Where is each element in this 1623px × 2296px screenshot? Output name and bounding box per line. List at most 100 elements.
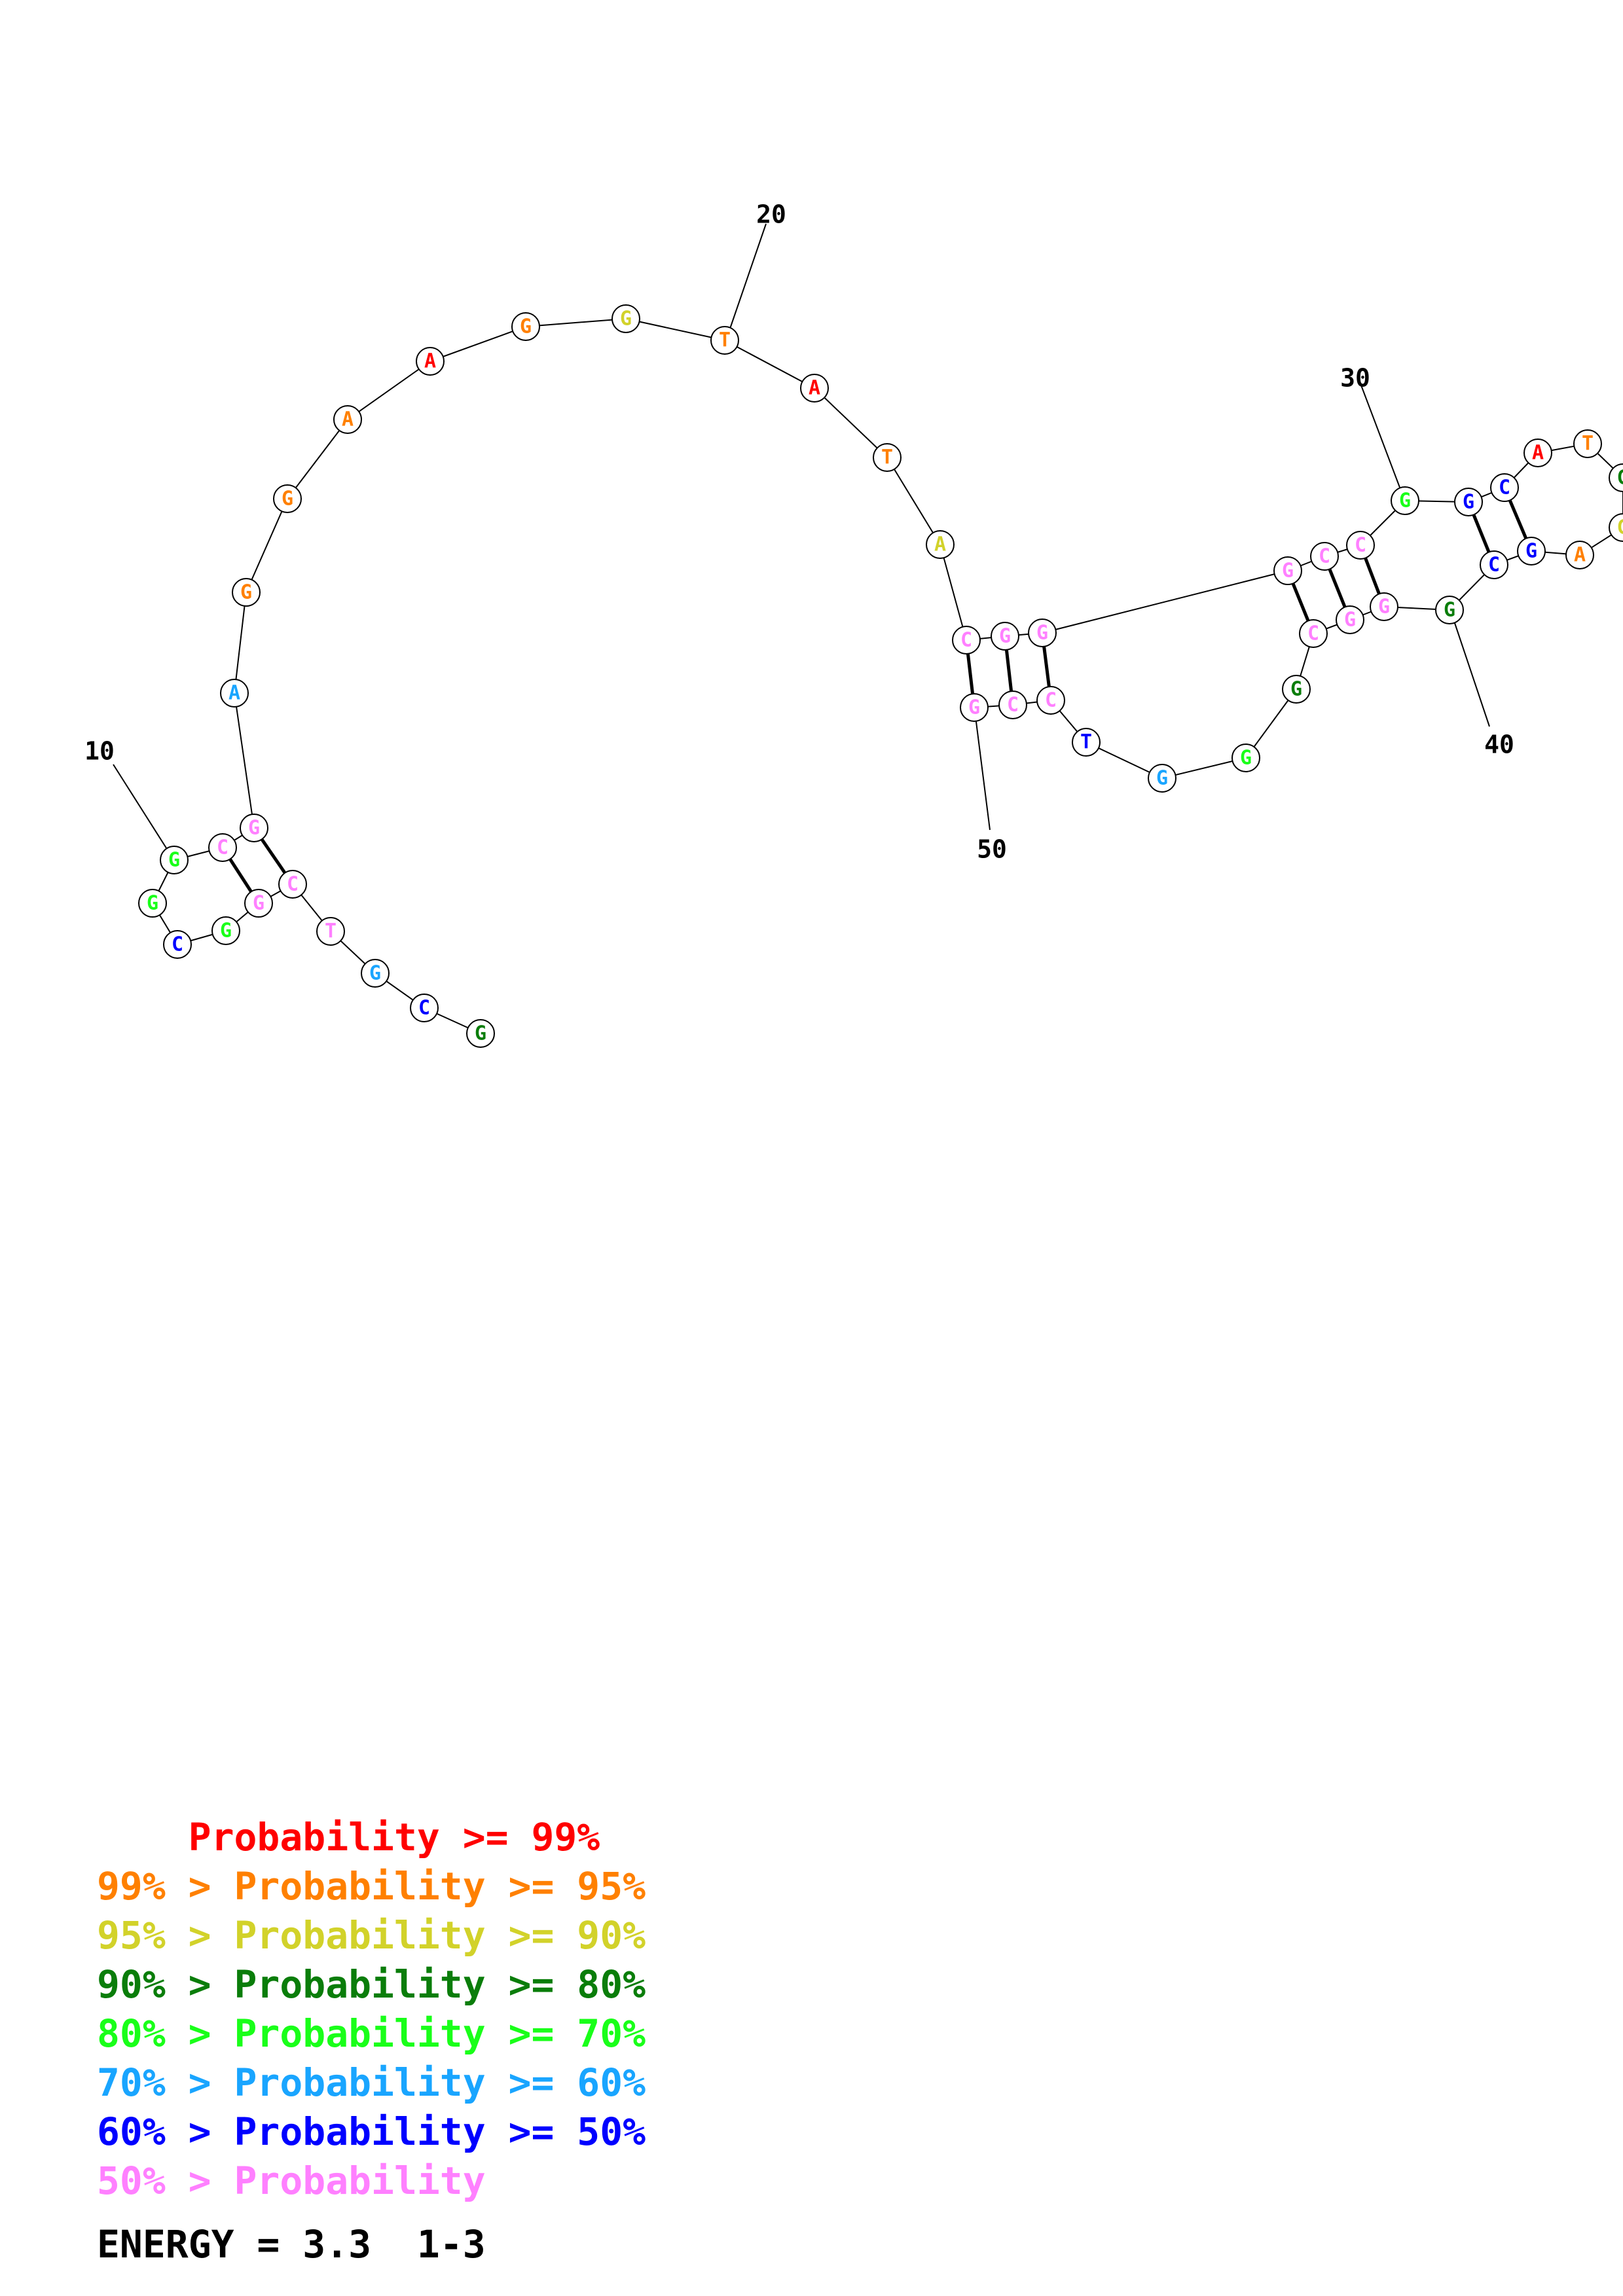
nucleotide: G xyxy=(1391,486,1419,515)
nucleotide-circle xyxy=(220,679,249,708)
nucleotide-circle xyxy=(926,530,955,559)
nucleotide: G xyxy=(1609,513,1623,542)
nucleotide-letter: G xyxy=(1525,540,1537,563)
nucleotide-circle xyxy=(211,916,240,945)
position-label: 40 xyxy=(1484,730,1514,759)
nucleotide: G xyxy=(1273,556,1302,585)
nucleotide: G xyxy=(1517,537,1546,565)
nucleotide-circle xyxy=(710,326,739,355)
nucleotide-letter: G xyxy=(1240,747,1252,770)
nucleotide-letter: C xyxy=(1499,476,1510,499)
nucleotide-circle xyxy=(1346,531,1375,560)
nucleotide-circle xyxy=(333,405,362,434)
nucleotide-circle xyxy=(511,312,540,341)
backbone-layer xyxy=(152,318,1623,1034)
nucleotide: C xyxy=(1310,542,1339,571)
nucleotide-circle xyxy=(1310,542,1339,571)
nucleotide-circle xyxy=(1231,744,1260,772)
nucleotide-letter: A xyxy=(424,350,436,373)
nucleotide-circle xyxy=(1028,619,1057,647)
position-label-layer: 10 20 30 40 50 xyxy=(84,200,1514,864)
nucleotide-letter: C xyxy=(1488,554,1500,577)
legend-entry: 70% > Probability >= 60% xyxy=(97,2060,646,2105)
nucleotide: C xyxy=(1299,619,1328,648)
nucleotide: G xyxy=(160,846,189,874)
position-tick xyxy=(113,764,170,853)
nucleotide-circle xyxy=(138,889,167,918)
energy-label: ENERGY = 3.3 1-3 xyxy=(97,2222,486,2267)
nucleotide-letter: C xyxy=(1307,622,1319,645)
nucleotide-circle xyxy=(998,691,1027,719)
nucleotide: G xyxy=(1282,675,1311,704)
nucleotide: C xyxy=(952,626,981,655)
nucleotide-circle xyxy=(1336,605,1364,634)
nucleotide-layer: GCGTCGGCGGCGAGGAAGGTATACGGGCCGGCATGGAGCG… xyxy=(138,304,1623,1048)
nucleotide: C xyxy=(998,691,1027,719)
nucleotide-circle xyxy=(991,622,1019,651)
backbone-link xyxy=(886,457,941,545)
nucleotide-letter: A xyxy=(342,408,354,431)
nucleotide-letter: G xyxy=(282,488,293,511)
nucleotide: G xyxy=(1336,605,1364,634)
nucleotide: C xyxy=(1036,686,1065,715)
nucleotide-circle xyxy=(1391,486,1419,515)
nucleotide: T xyxy=(1072,728,1101,757)
nucleotide-letter: G xyxy=(1617,467,1623,490)
legend-entry: 60% > Probability >= 50% xyxy=(97,2109,646,2154)
legend-entry: 80% > Probability >= 70% xyxy=(97,2011,646,2056)
nucleotide-circle xyxy=(278,870,307,899)
nucleotide: G xyxy=(991,622,1019,651)
nucleotide-circle xyxy=(952,626,981,655)
nucleotide-letter: T xyxy=(719,329,731,352)
nucleotide-letter: G xyxy=(220,920,232,942)
nucleotide: G xyxy=(1148,764,1176,793)
nucleotide-circle xyxy=(1565,541,1594,569)
nucleotide-letter: G xyxy=(620,308,632,331)
nucleotide-circle xyxy=(1609,513,1623,542)
backbone-link xyxy=(429,326,526,362)
nucleotide: C xyxy=(410,994,439,1022)
nucleotide-circle xyxy=(1480,550,1508,579)
nucleotide-circle xyxy=(208,833,237,862)
probability-legend: Probability >= 99% 99% > Probability >= 9… xyxy=(97,1813,646,2206)
nucleotide-circle xyxy=(800,374,829,403)
nucleotide: G xyxy=(232,578,261,607)
nucleotide-letter: C xyxy=(1319,545,1330,568)
nucleotide-letter: A xyxy=(228,682,240,705)
backbone-link xyxy=(234,592,247,694)
nucleotide: G xyxy=(960,693,989,722)
nucleotide-circle xyxy=(1573,429,1602,458)
nucleotide-letter: T xyxy=(325,920,337,943)
nucleotide-letter: G xyxy=(1036,622,1048,645)
nucleotide-circle xyxy=(160,846,189,874)
nucleotide-letter: C xyxy=(172,933,183,956)
position-tick xyxy=(975,716,991,831)
nucleotide-circle xyxy=(240,814,268,842)
nucleotide: A xyxy=(800,374,829,403)
nucleotide-letter: C xyxy=(1045,689,1057,712)
backbone-link xyxy=(939,544,967,641)
nucleotide: G xyxy=(1454,488,1483,516)
nucleotide-letter: T xyxy=(1080,731,1092,754)
backbone-link xyxy=(347,361,431,420)
backbone-link xyxy=(287,419,348,499)
nucleotide-letter: G xyxy=(147,892,158,915)
legend-entry: 99% > Probability >= 95% xyxy=(97,1864,646,1909)
nucleotide-circle xyxy=(1490,473,1519,502)
backbone-link xyxy=(625,318,725,341)
nucleotide: C xyxy=(163,930,192,959)
nucleotide: G xyxy=(1231,744,1260,772)
backbone-link xyxy=(1042,570,1288,634)
position-tick xyxy=(1360,383,1402,492)
legend-entry: Probability >= 99% xyxy=(97,1815,600,1859)
nucleotide-letter: G xyxy=(1344,609,1356,632)
position-tick xyxy=(729,223,767,331)
nucleotide-circle xyxy=(1370,592,1398,621)
nucleotide-circle xyxy=(1282,675,1311,704)
nucleotide-letter: G xyxy=(999,625,1011,648)
legend-entry: 50% > Probability xyxy=(97,2159,486,2203)
nucleotide-letter: A xyxy=(934,533,946,556)
nucleotide-circle xyxy=(232,578,261,607)
nucleotide: G xyxy=(211,916,240,945)
